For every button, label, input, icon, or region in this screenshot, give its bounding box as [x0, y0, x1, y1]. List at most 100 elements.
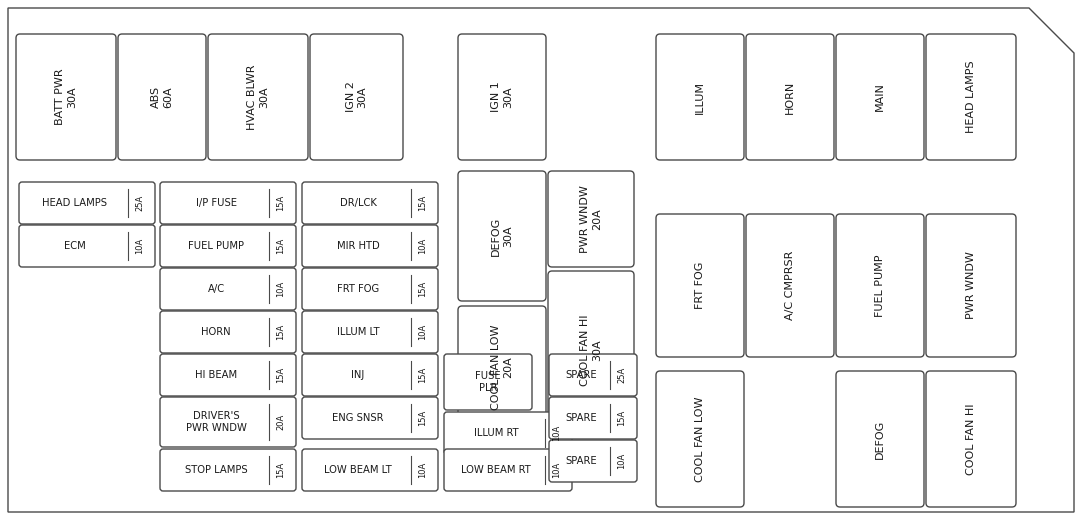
- FancyBboxPatch shape: [302, 449, 438, 491]
- Text: STOP LAMPS: STOP LAMPS: [185, 465, 247, 475]
- Text: 10A: 10A: [418, 462, 428, 478]
- Text: INJ: INJ: [351, 370, 365, 380]
- Text: ENG SNSR: ENG SNSR: [332, 413, 383, 423]
- Text: LOW BEAM RT: LOW BEAM RT: [461, 465, 531, 475]
- Text: HORN: HORN: [785, 80, 795, 113]
- FancyBboxPatch shape: [444, 354, 532, 410]
- FancyBboxPatch shape: [16, 34, 116, 160]
- Text: DRIVER'S
PWR WNDW: DRIVER'S PWR WNDW: [185, 411, 247, 433]
- FancyBboxPatch shape: [302, 225, 438, 267]
- Text: 10A: 10A: [276, 281, 286, 297]
- Text: 10A: 10A: [418, 324, 428, 340]
- Text: FUSE
PLR: FUSE PLR: [475, 371, 500, 393]
- Text: COOL FAN LOW
20A: COOL FAN LOW 20A: [492, 325, 512, 410]
- Text: 20A: 20A: [276, 414, 286, 430]
- Text: LOW BEAM LT: LOW BEAM LT: [324, 465, 392, 475]
- Text: MIR HTD: MIR HTD: [337, 241, 379, 251]
- FancyBboxPatch shape: [208, 34, 308, 160]
- Text: 25A: 25A: [617, 367, 626, 383]
- FancyBboxPatch shape: [160, 397, 296, 447]
- FancyBboxPatch shape: [302, 182, 438, 224]
- FancyBboxPatch shape: [160, 449, 296, 491]
- Text: HORN: HORN: [201, 327, 231, 337]
- Text: ABS
60A: ABS 60A: [152, 86, 173, 108]
- FancyBboxPatch shape: [160, 225, 296, 267]
- Text: FRT FOG: FRT FOG: [337, 284, 379, 294]
- FancyBboxPatch shape: [458, 306, 546, 429]
- Text: 15A: 15A: [418, 367, 428, 383]
- Text: 15A: 15A: [276, 462, 286, 478]
- Text: DEFOG
30A: DEFOG 30A: [492, 216, 512, 256]
- Text: SPARE: SPARE: [565, 456, 597, 466]
- Text: 10A: 10A: [552, 425, 561, 441]
- FancyBboxPatch shape: [746, 34, 834, 160]
- Text: PWR WNDW: PWR WNDW: [966, 251, 976, 319]
- Text: A/C: A/C: [208, 284, 224, 294]
- FancyBboxPatch shape: [160, 182, 296, 224]
- Text: ECM: ECM: [64, 241, 86, 251]
- Text: HEAD LAMPS: HEAD LAMPS: [966, 61, 976, 133]
- FancyBboxPatch shape: [656, 371, 744, 507]
- FancyBboxPatch shape: [444, 449, 572, 491]
- FancyBboxPatch shape: [836, 371, 924, 507]
- FancyBboxPatch shape: [160, 268, 296, 310]
- Text: FUEL PUMP: FUEL PUMP: [188, 241, 244, 251]
- Text: HVAC BLWR
30A: HVAC BLWR 30A: [247, 64, 269, 130]
- Text: 15A: 15A: [617, 410, 626, 426]
- FancyBboxPatch shape: [836, 34, 924, 160]
- Text: BATT PWR
30A: BATT PWR 30A: [55, 69, 77, 125]
- Text: 15A: 15A: [276, 195, 286, 211]
- FancyBboxPatch shape: [926, 371, 1016, 507]
- Text: COOL FAN LOW: COOL FAN LOW: [695, 396, 705, 482]
- FancyBboxPatch shape: [118, 34, 206, 160]
- Text: COOL FAN HI: COOL FAN HI: [966, 403, 976, 475]
- FancyBboxPatch shape: [549, 354, 637, 396]
- FancyBboxPatch shape: [302, 268, 438, 310]
- Text: 10A: 10A: [135, 238, 144, 254]
- Text: 15A: 15A: [276, 238, 286, 254]
- FancyBboxPatch shape: [746, 214, 834, 357]
- Text: DR/LCK: DR/LCK: [340, 198, 377, 208]
- Text: HI BEAM: HI BEAM: [195, 370, 237, 380]
- Text: PWR WNDW
20A: PWR WNDW 20A: [580, 185, 602, 253]
- FancyBboxPatch shape: [548, 171, 634, 267]
- Text: FRT FOG: FRT FOG: [695, 262, 705, 309]
- Text: 15A: 15A: [418, 195, 428, 211]
- Text: 15A: 15A: [276, 324, 286, 340]
- Text: 15A: 15A: [418, 281, 428, 297]
- FancyBboxPatch shape: [656, 214, 744, 357]
- Text: SPARE: SPARE: [565, 413, 597, 423]
- FancyBboxPatch shape: [160, 354, 296, 396]
- FancyBboxPatch shape: [458, 171, 546, 301]
- FancyBboxPatch shape: [302, 397, 438, 439]
- Text: 10A: 10A: [552, 462, 561, 478]
- Text: COOL FAN HI
30A: COOL FAN HI 30A: [580, 314, 602, 386]
- Text: 10A: 10A: [617, 453, 626, 469]
- FancyBboxPatch shape: [19, 225, 155, 267]
- FancyBboxPatch shape: [458, 34, 546, 160]
- Text: 10A: 10A: [418, 238, 428, 254]
- Text: A/C CMPRSR: A/C CMPRSR: [785, 251, 795, 320]
- Text: 15A: 15A: [276, 367, 286, 383]
- Text: SPARE: SPARE: [565, 370, 597, 380]
- FancyBboxPatch shape: [926, 34, 1016, 160]
- FancyBboxPatch shape: [549, 440, 637, 482]
- Text: DEFOG: DEFOG: [875, 419, 885, 459]
- Polygon shape: [8, 8, 1074, 512]
- Text: IGN 1
30A: IGN 1 30A: [492, 81, 512, 112]
- FancyBboxPatch shape: [926, 214, 1016, 357]
- FancyBboxPatch shape: [549, 397, 637, 439]
- Text: IGN 2
30A: IGN 2 30A: [345, 81, 367, 112]
- FancyBboxPatch shape: [19, 182, 155, 224]
- Text: 15A: 15A: [418, 410, 428, 426]
- Text: ILLUM LT: ILLUM LT: [337, 327, 379, 337]
- FancyBboxPatch shape: [656, 34, 744, 160]
- FancyBboxPatch shape: [310, 34, 403, 160]
- Text: I/P FUSE: I/P FUSE: [196, 198, 236, 208]
- FancyBboxPatch shape: [302, 311, 438, 353]
- FancyBboxPatch shape: [302, 354, 438, 396]
- Text: MAIN: MAIN: [875, 82, 885, 111]
- Text: ILLUM RT: ILLUM RT: [473, 428, 519, 438]
- Text: ILLUM: ILLUM: [695, 80, 705, 113]
- Text: HEAD LAMPS: HEAD LAMPS: [42, 198, 107, 208]
